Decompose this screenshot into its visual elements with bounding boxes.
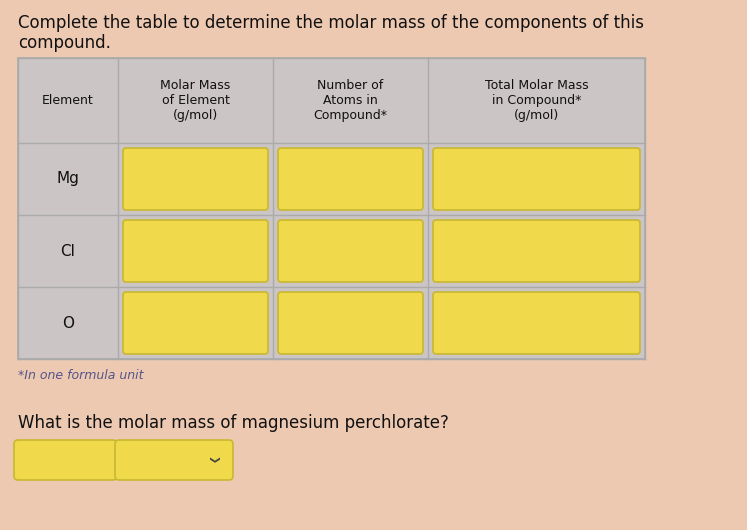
Text: Total Molar Mass
in Compound*
(g/mol): Total Molar Mass in Compound* (g/mol): [485, 79, 589, 122]
FancyBboxPatch shape: [123, 220, 268, 282]
Text: Complete the table to determine the molar mass of the components of this: Complete the table to determine the mola…: [18, 14, 644, 32]
FancyBboxPatch shape: [433, 148, 640, 210]
FancyBboxPatch shape: [278, 220, 423, 282]
FancyBboxPatch shape: [278, 148, 423, 210]
Text: ❯: ❯: [208, 456, 218, 464]
FancyBboxPatch shape: [123, 148, 268, 210]
Text: Mg: Mg: [57, 172, 79, 187]
FancyBboxPatch shape: [115, 440, 233, 480]
FancyBboxPatch shape: [123, 292, 268, 354]
FancyBboxPatch shape: [14, 440, 117, 480]
Text: Molar Mass
of Element
(g/mol): Molar Mass of Element (g/mol): [161, 79, 231, 122]
FancyBboxPatch shape: [278, 292, 423, 354]
Text: What is the molar mass of magnesium perchlorate?: What is the molar mass of magnesium perc…: [18, 414, 449, 432]
Text: Element: Element: [42, 94, 94, 107]
FancyBboxPatch shape: [18, 58, 645, 359]
Text: Number of
Atoms in
Compound*: Number of Atoms in Compound*: [314, 79, 388, 122]
Text: Cl: Cl: [61, 243, 75, 259]
Text: compound.: compound.: [18, 34, 111, 52]
Text: O: O: [62, 315, 74, 331]
FancyBboxPatch shape: [433, 292, 640, 354]
Text: *In one formula unit: *In one formula unit: [18, 369, 143, 382]
FancyBboxPatch shape: [433, 220, 640, 282]
